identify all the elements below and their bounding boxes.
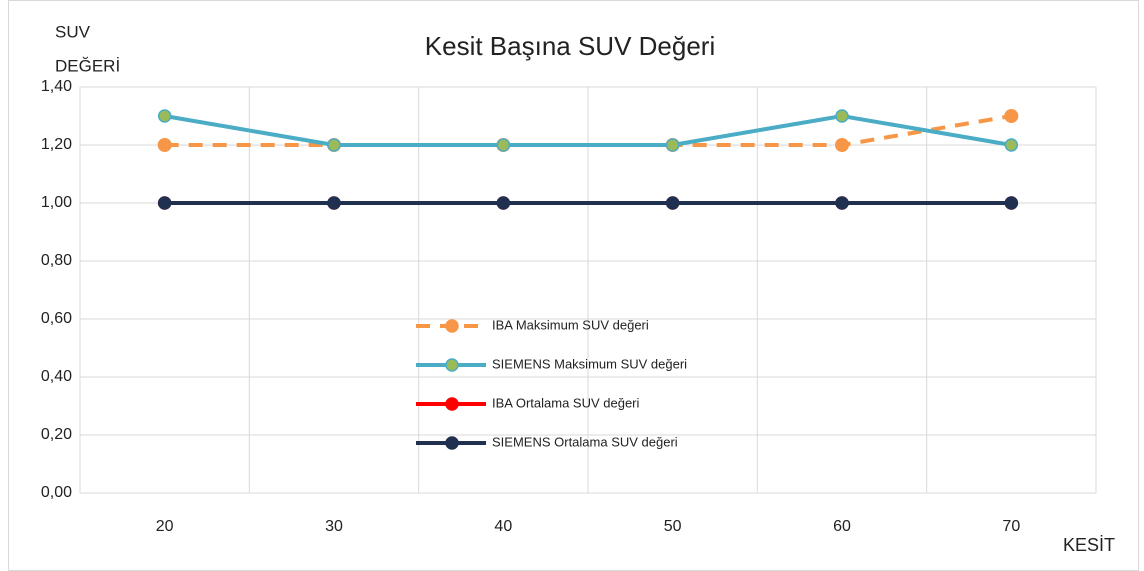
series-line — [164, 114, 1012, 147]
y-tick-label: 0,20 — [41, 426, 72, 443]
x-tick-label: 50 — [664, 518, 682, 535]
legend-label: IBA Ortalama SUV değeri — [492, 395, 640, 410]
chart-title: Kesit Başına SUV Değeri — [425, 31, 715, 61]
x-axis-title: KESİT — [1063, 535, 1115, 555]
y-tick-label: 1,20 — [41, 136, 72, 153]
data-point — [665, 196, 680, 210]
legend-marker — [445, 319, 459, 333]
x-tick-label: 70 — [1002, 518, 1020, 535]
x-tick-label: 60 — [833, 518, 851, 535]
legend-label: SIEMENS Ortalama SUV değeri — [492, 434, 678, 449]
data-point — [1004, 196, 1019, 210]
y-tick-label: 0,60 — [41, 310, 72, 327]
data-point — [496, 138, 511, 152]
y-axis-title: DEĞERİ — [55, 56, 120, 75]
legend-label: SIEMENS Maksimum SUV değeri — [492, 356, 687, 371]
y-tick-label: 1,40 — [41, 78, 72, 95]
y-axis-title: SUV — [55, 22, 91, 41]
data-point — [1004, 109, 1019, 123]
data-point — [157, 138, 172, 152]
data-point — [157, 196, 172, 210]
y-tick-label: 0,40 — [41, 368, 72, 385]
data-point — [1004, 138, 1019, 152]
legend-marker — [445, 397, 459, 411]
data-point — [327, 196, 341, 210]
chart-border — [8, 0, 1139, 571]
y-tick-label: 0,80 — [41, 252, 72, 269]
legend-marker — [445, 358, 459, 372]
data-point — [665, 138, 680, 152]
y-tick-label: 1,00 — [41, 194, 72, 211]
data-point — [327, 138, 341, 152]
data-point — [157, 109, 172, 123]
y-tick-label: 0,00 — [41, 484, 72, 501]
x-tick-label: 30 — [325, 518, 343, 535]
legend-marker — [445, 436, 459, 450]
series-line — [164, 113, 1012, 147]
data-point — [835, 138, 849, 152]
x-tick-label: 20 — [156, 518, 174, 535]
x-tick-label: 40 — [494, 518, 512, 535]
legend-label: IBA Maksimum SUV değeri — [492, 317, 649, 332]
data-point — [835, 196, 849, 210]
data-point — [496, 196, 511, 210]
data-point — [835, 109, 849, 123]
